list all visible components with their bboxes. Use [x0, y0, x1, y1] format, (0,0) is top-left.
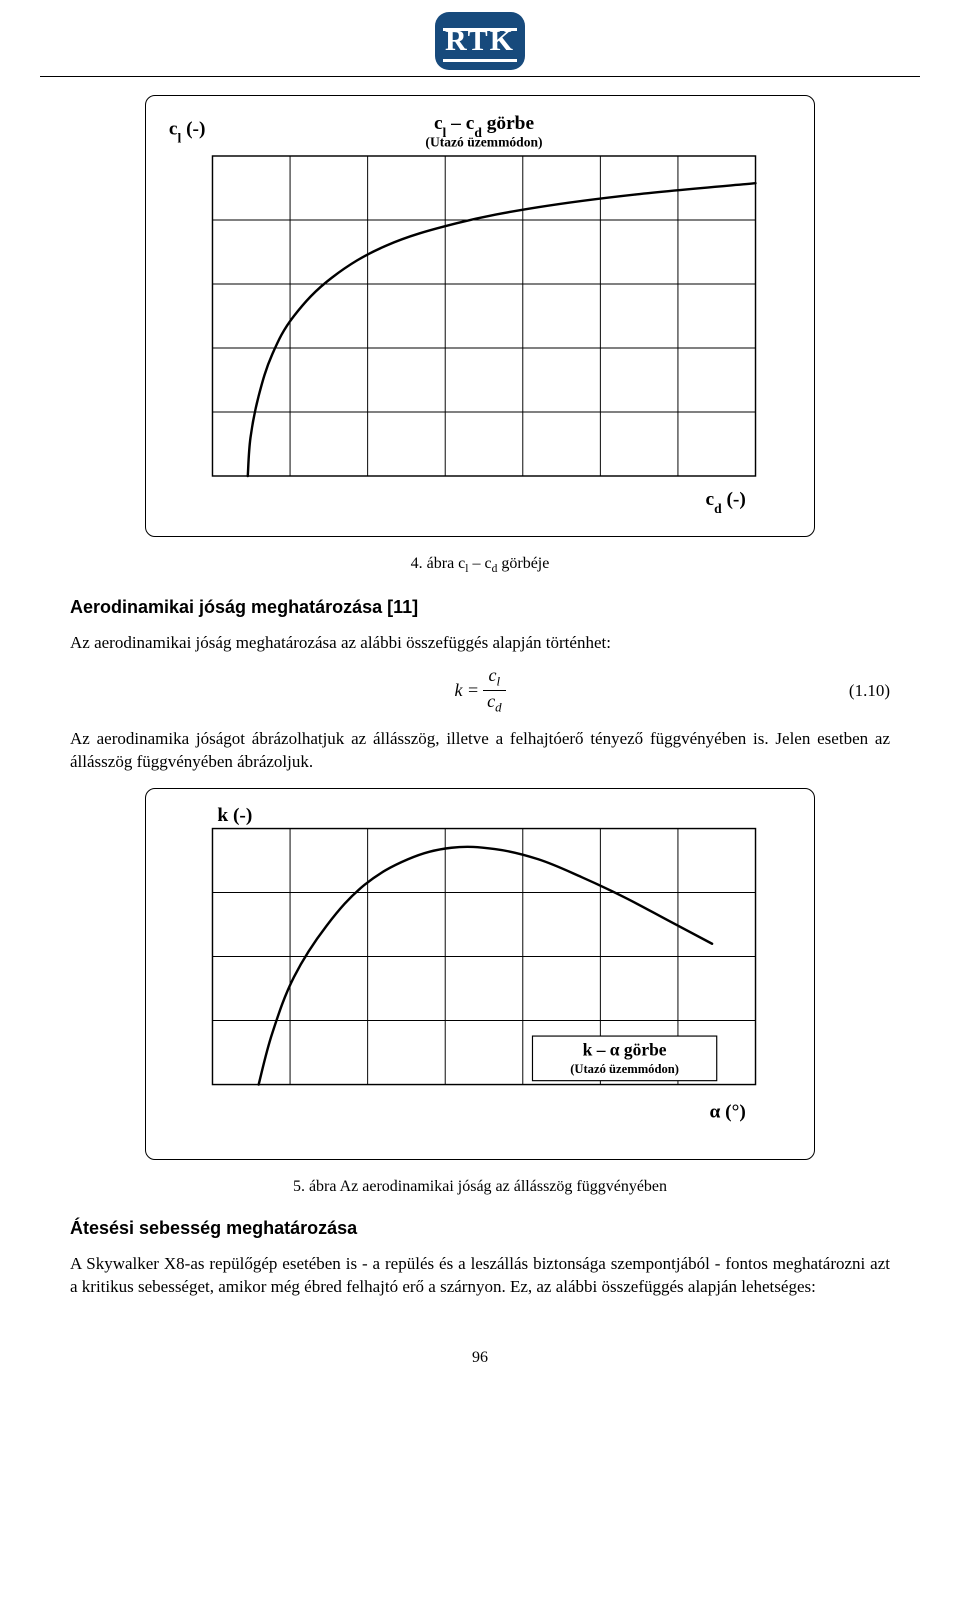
svg-text:k (-): k (-)	[217, 805, 252, 826]
figure-caption-4: 4. ábra cl – cd görbéje	[70, 555, 890, 575]
equation-1-10: k = cl cd (1.10)	[70, 665, 890, 716]
para-intro-josag: Az aerodinamikai jóság meghatározása az …	[70, 632, 890, 655]
eq-number: (1.10)	[849, 681, 890, 701]
para-josag-explain: Az aerodinamika jóságot ábrázolhatjuk az…	[70, 728, 890, 774]
page-content: cl (-)cl – cd görbe(Utazó üzemmódon)cd (…	[0, 95, 960, 1387]
eq-denominator: cd	[483, 691, 505, 717]
page-number: 96	[70, 1349, 890, 1387]
header-logo-wrap: RTK	[0, 0, 960, 76]
chart-panel-k-alpha: k (-) k – α görbe (Utazó üzemmódon) α (°)	[145, 788, 815, 1160]
svg-text:(Utazó üzemmódon): (Utazó üzemmódon)	[570, 1062, 679, 1076]
svg-text:cd (-): cd (-)	[705, 489, 745, 516]
eq-fraction: cl cd	[483, 665, 505, 716]
logo-text: RTK	[445, 24, 515, 58]
svg-text:α (°): α (°)	[710, 1102, 746, 1123]
eq-lhs: k =	[454, 680, 479, 701]
chart-k-alpha: k (-) k – α görbe (Utazó üzemmódon) α (°)	[164, 799, 804, 1149]
heading-atesesi: Átesési sebesség meghatározása	[70, 1218, 890, 1239]
header-rule	[40, 76, 920, 77]
chart-panel-cl-cd: cl (-)cl – cd görbe(Utazó üzemmódon)cd (…	[145, 95, 815, 537]
para-atesesi: A Skywalker X8-as repülőgép esetében is …	[70, 1253, 890, 1299]
rtk-logo: RTK	[435, 12, 525, 70]
heading-aero-josag: Aerodinamikai jóság meghatározása [11]	[70, 597, 890, 618]
svg-text:cl (-): cl (-)	[169, 119, 206, 146]
chart-cl-cd: cl (-)cl – cd görbe(Utazó üzemmódon)cd (…	[164, 106, 804, 526]
figure-caption-5: 5. ábra Az aerodinamikai jóság az álláss…	[70, 1178, 890, 1196]
eq-numerator: cl	[483, 665, 505, 691]
svg-text:(Utazó üzemmódon): (Utazó üzemmódon)	[425, 134, 542, 150]
svg-text:k – α görbe: k – α görbe	[583, 1040, 667, 1060]
